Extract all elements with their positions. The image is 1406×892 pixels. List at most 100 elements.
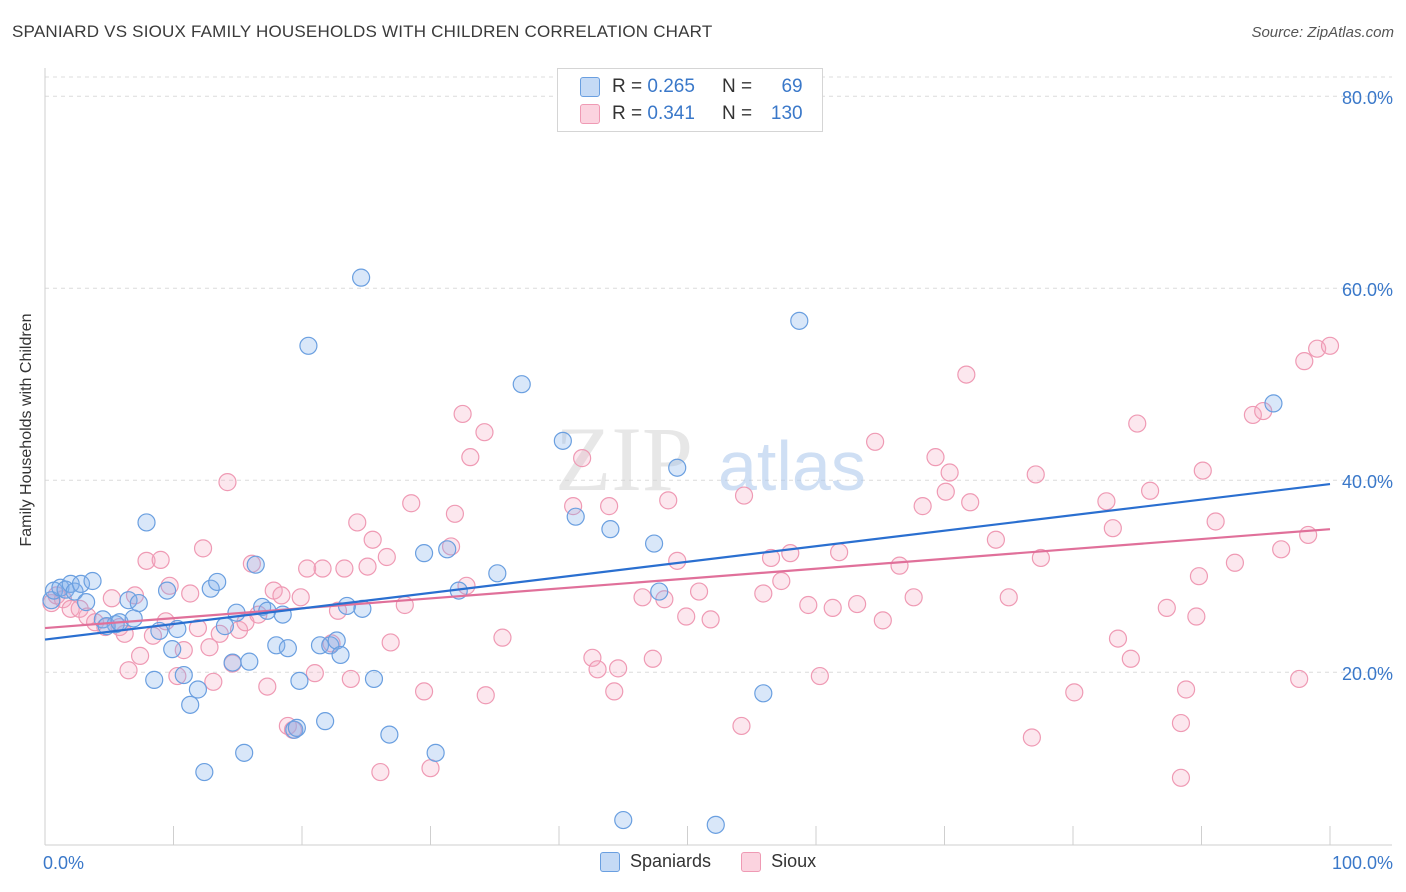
sioux-point [761, 548, 781, 568]
sioux-point [137, 551, 156, 570]
sioux-point [1103, 519, 1122, 538]
sioux-point [1097, 492, 1116, 511]
spaniards-point [208, 572, 227, 592]
spaniards-point [240, 652, 259, 671]
series-legend: Spaniards Sioux [600, 851, 846, 872]
spaniards-point [195, 762, 214, 782]
sioux-point [402, 494, 421, 513]
sioux-point [160, 576, 179, 595]
spaniards-point [438, 540, 457, 559]
sioux-point [493, 628, 512, 647]
sioux-point [341, 669, 360, 689]
spaniards-swatch [580, 77, 600, 97]
sioux-trend-line [44, 528, 1331, 630]
sioux-point [732, 716, 751, 736]
spaniards-point [124, 609, 143, 628]
legend-r-label: R = [612, 103, 643, 124]
y-axis-label: Family Households with Children [18, 313, 35, 547]
sioux-point [476, 686, 495, 705]
sioux-point [335, 559, 354, 578]
sioux-point [830, 543, 849, 562]
sioux-point [130, 646, 150, 665]
sioux-point [151, 550, 170, 569]
sioux-point [475, 423, 494, 442]
spaniards-point [310, 636, 330, 655]
spaniards-point [201, 579, 220, 598]
tick-labels: 20.0% 40.0% 60.0% 80.0% 0.0% 100.0% [43, 88, 1393, 873]
sioux-point [188, 618, 208, 638]
spaniards-point [290, 671, 309, 690]
spaniards-point [129, 593, 148, 613]
sioux-point [936, 482, 955, 501]
spaniards-point [327, 631, 346, 650]
sioux-point [200, 638, 219, 657]
spaniards-point [364, 669, 384, 689]
spaniards-point [414, 544, 434, 563]
sioux-point [1171, 713, 1191, 733]
x-tick-label-min: 0.0% [43, 853, 84, 873]
sioux-point [668, 551, 687, 570]
legend-n-value: 69 [781, 76, 803, 97]
axes [44, 68, 1392, 846]
sioux-point [1225, 553, 1245, 572]
sioux-point [573, 449, 592, 468]
sioux-point [600, 497, 619, 516]
sioux-point [1272, 540, 1291, 559]
sioux-point [348, 513, 367, 532]
spaniards-point [352, 268, 371, 287]
sioux-point [866, 432, 885, 451]
y-tick-label: 60.0% [1342, 280, 1393, 300]
watermark: ZIP atlas [555, 408, 866, 510]
legend-row-sioux: R = 0.341 N = 130 [580, 101, 803, 127]
y-axis-label-wrap: Family Households with Children [16, 250, 38, 610]
spaniards-point [163, 640, 182, 659]
chart-title: SPANIARD VS SIOUX FAMILY HOUSEHOLDS WITH… [12, 22, 713, 41]
spaniards-point [71, 574, 91, 593]
sioux-point [193, 539, 213, 558]
sioux-point [102, 589, 121, 608]
spaniards-point [380, 725, 399, 744]
sioux-point [754, 584, 773, 603]
spaniards-point [235, 743, 254, 762]
spaniards-point [512, 375, 531, 394]
spaniards-point [181, 695, 200, 714]
spaniards-point [706, 815, 725, 834]
spaniards-point [754, 684, 773, 703]
sioux-swatch [580, 104, 600, 124]
sioux-point [890, 556, 909, 575]
sioux-point [659, 491, 678, 510]
y-tick-label: 20.0% [1342, 664, 1393, 684]
watermark-atlas: atlas [718, 427, 866, 505]
sioux-point [1026, 465, 1045, 484]
spaniards-point [83, 571, 102, 591]
spaniards-legend-swatch [600, 851, 620, 872]
spaniards-point [119, 591, 138, 610]
spaniards-point [644, 534, 664, 553]
spaniards-point [145, 670, 164, 689]
grid-lines [45, 76, 1392, 673]
sioux-point [1128, 414, 1147, 433]
spaniards-point [285, 720, 304, 739]
spaniards-point [174, 665, 193, 685]
sioux-point [926, 448, 945, 467]
sioux-point [1290, 669, 1309, 689]
sioux-point [1176, 680, 1196, 699]
sioux-point [799, 595, 818, 615]
sioux-point [119, 661, 138, 680]
legend-label-spaniards: Spaniards [630, 851, 712, 871]
spaniards-point [601, 520, 620, 539]
spaniards-point [287, 718, 306, 737]
sioux-point [848, 594, 867, 614]
sioux-point [772, 571, 791, 591]
legend-n-label: N = [721, 76, 753, 97]
legend-n-value: 130 [770, 103, 803, 124]
sioux-point [1254, 401, 1273, 421]
sioux-point [1295, 352, 1314, 371]
sioux-point [70, 599, 89, 618]
sioux-point [1140, 481, 1160, 500]
sioux-point [605, 682, 624, 701]
spaniards-point [790, 311, 809, 330]
spaniards-point [566, 507, 585, 526]
sioux-point [904, 588, 923, 607]
sioux-point [371, 762, 390, 782]
